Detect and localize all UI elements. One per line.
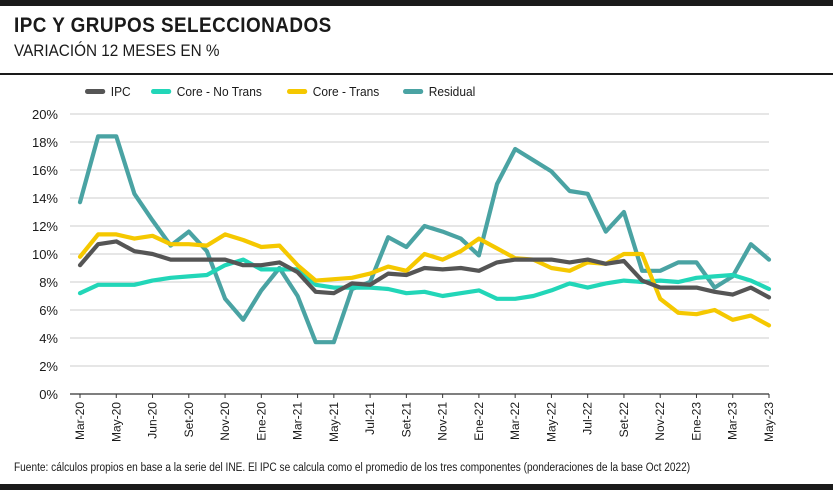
- x-tick-label: Mar-22: [508, 402, 522, 440]
- legend-label: Residual: [429, 83, 476, 99]
- y-tick-label: 20%: [32, 107, 58, 122]
- y-tick-label: 14%: [32, 191, 58, 206]
- legend-label: Core - No Trans: [176, 83, 262, 99]
- chart-legend: IPC Core - No Trans Core - Trans Residual: [85, 82, 498, 100]
- y-tick-label: 4%: [39, 331, 58, 346]
- source-footnote: Fuente: cálculos propios en base a la se…: [14, 462, 691, 474]
- x-tick-label: Jun-20: [146, 402, 160, 439]
- y-tick-label: 2%: [39, 359, 58, 374]
- x-tick-label: Jul-21: [363, 402, 377, 435]
- legend-swatch: [85, 88, 106, 94]
- series-line-residual: [77, 134, 772, 345]
- bottom-border: [0, 484, 833, 490]
- legend-item: Residual: [403, 83, 476, 99]
- x-tick-label: Set-20: [182, 402, 196, 438]
- legend-swatch: [403, 88, 424, 94]
- y-tick-label: 12%: [32, 219, 58, 234]
- chart-subtitle: VARIACIÓN 12 MESES EN %: [14, 41, 220, 60]
- x-tick-label: Nov-22: [653, 402, 667, 441]
- y-tick-label: 18%: [32, 135, 58, 150]
- x-tick-label: May-23: [762, 402, 776, 442]
- x-tick-label: Mar-23: [726, 402, 740, 440]
- x-tick-label: May-21: [327, 402, 341, 442]
- legend-swatch: [150, 88, 171, 94]
- x-tick-label: Ene-20: [254, 402, 268, 441]
- y-tick-label: 10%: [32, 247, 58, 262]
- y-tick-label: 16%: [32, 163, 58, 178]
- series-line-core-no-trans: [77, 257, 772, 301]
- x-tick-label: May-20: [109, 402, 123, 442]
- legend-label: IPC: [110, 83, 131, 99]
- x-tick-label: May-22: [544, 402, 558, 442]
- x-tick-label: Mar-20: [73, 402, 87, 440]
- legend-item: IPC: [85, 84, 131, 99]
- x-tick-label: Jul-22: [581, 402, 595, 435]
- legend-item: Core - Trans: [287, 84, 379, 99]
- legend-label: Core - Trans: [312, 83, 380, 99]
- y-tick-label: 6%: [39, 303, 58, 318]
- x-tick-label: Ene-23: [689, 402, 703, 441]
- legend-swatch: [287, 88, 308, 94]
- x-tick-label: Mar-21: [291, 402, 305, 440]
- legend-item: Core - No Trans: [150, 83, 262, 99]
- y-tick-label: 0%: [39, 387, 58, 402]
- chart-title: IPC Y GRUPOS SELECCIONADOS: [14, 14, 332, 37]
- y-tick-label: 8%: [39, 275, 58, 290]
- x-tick-label: Nov-21: [436, 402, 450, 441]
- series-line-ipc: [77, 239, 772, 300]
- top-border: [0, 0, 833, 6]
- x-tick-label: Set-21: [399, 402, 413, 438]
- header-divider: [0, 73, 833, 75]
- line-chart: 0% 2% 4% 6% 8% 10% 12% 14% 16% 18% 20% Mar-20 May-20…: [32, 107, 776, 442]
- x-tick-label: Nov-20: [218, 402, 232, 441]
- x-tick-label: Set-22: [617, 402, 631, 438]
- x-tick-label: Ene-22: [472, 402, 486, 441]
